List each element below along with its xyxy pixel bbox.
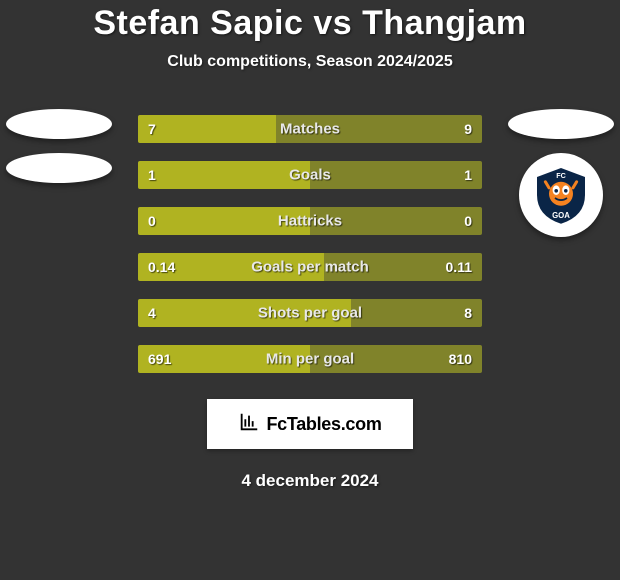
stat-value-left: 4 [148, 305, 156, 321]
chart-icon [238, 411, 260, 438]
stats-wrapper: FC GOA 79Matches11Goals00Hattricks0.140.… [0, 115, 620, 373]
stat-bar-left [138, 161, 310, 189]
stat-value-left: 1 [148, 167, 156, 183]
stat-bar-left [138, 115, 276, 143]
stat-row: 4 8 Shots per goal [138, 299, 482, 327]
stat-value-right: 8 [464, 305, 472, 321]
stat-label: Min per goal [266, 351, 354, 368]
stat-value-left: 0 [148, 213, 156, 229]
player-left-badges [4, 109, 114, 183]
stat-value-left: 7 [148, 121, 156, 137]
stat-rows: 7 9 Matches 1 1 Goals 0 0 Hattricks 0.14 0.11 Goals… [138, 115, 482, 373]
player-left-club-placeholder [6, 153, 112, 183]
stat-label: Hattricks [278, 213, 342, 230]
subtitle: Club competitions, Season 2024/2025 [0, 53, 620, 71]
page-title: Stefan Sapic vs Thangjam [0, 4, 620, 43]
stat-label: Goals [289, 167, 331, 184]
footer-brand-text: FcTables.com [266, 414, 381, 435]
stat-value-right: 1 [464, 167, 472, 183]
stat-value-left: 0.14 [148, 259, 175, 275]
stat-value-right: 0.11 [446, 259, 472, 275]
stat-value-right: 9 [464, 121, 472, 137]
stat-label: Matches [280, 121, 340, 138]
footer-brand-badge: FcTables.com [207, 399, 413, 449]
fc-goa-icon: FC GOA [531, 165, 591, 225]
stat-label: Goals per match [251, 259, 369, 276]
stat-value-right: 0 [464, 213, 472, 229]
svg-text:FC: FC [556, 171, 566, 180]
player-right-avatar-placeholder [508, 109, 614, 139]
stat-row: 7 9 Matches [138, 115, 482, 143]
player-right-badges: FC GOA [506, 109, 616, 237]
player-right-club-badge: FC GOA [519, 153, 603, 237]
stat-row: 1 1 Goals [138, 161, 482, 189]
stat-value-left: 691 [148, 351, 171, 367]
stat-bar-right [351, 299, 482, 327]
stat-bar-right [310, 161, 482, 189]
stat-row: 0.14 0.11 Goals per match [138, 253, 482, 281]
date-text: 4 december 2024 [0, 471, 620, 491]
stat-row: 0 0 Hattricks [138, 207, 482, 235]
stat-label: Shots per goal [258, 305, 362, 322]
stat-row: 691 810 Min per goal [138, 345, 482, 373]
stat-value-right: 810 [449, 351, 472, 367]
svg-text:GOA: GOA [552, 211, 570, 220]
player-left-avatar-placeholder [6, 109, 112, 139]
